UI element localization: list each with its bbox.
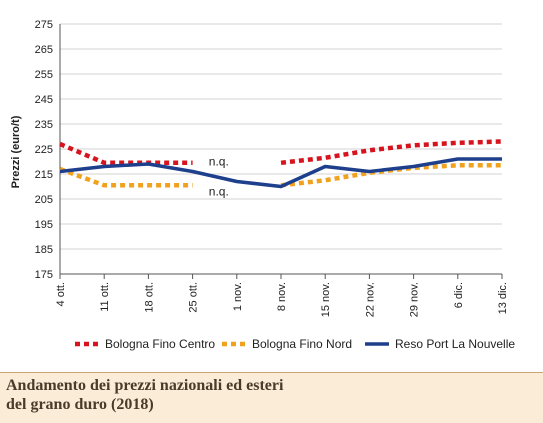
caption-line-2: del grano duro (2018) [6,396,154,413]
y-tick-label: 225 [35,144,53,156]
series-lines [59,139,503,189]
x-tick-label: 1 nov. [232,282,244,311]
x-tick-label: 8 nov. [276,282,288,311]
x-tick-label: 29 nov. [409,282,421,317]
gridlines [60,23,502,250]
line-chart: 175 185 195 205 215 225 235 245 255 265 275 4 ott.… [10,19,515,351]
y-tick-label: 215 [35,169,53,181]
legend-entry: Bologna Fino Nord [252,337,352,351]
y-tick-label: 195 [35,219,53,231]
x-tick-label: 22 nov. [364,282,376,317]
caption-line-1: Andamento dei prezzi nazionali ed esteri [6,377,284,394]
series-line-bologna-fino-centro [280,139,503,166]
x-tick-label: 11 ott. [99,282,111,312]
chart-caption: Andamento dei prezzi nazionali ed esteri… [0,372,543,423]
x-tick-labels: 4 ott. 11 ott. 18 ott. 25 ott. 1 nov. 8 nov. 1… [55,282,509,317]
annotation-label: n.q. [209,185,229,199]
y-axis-label: Prezzi (euro/t) [10,115,22,188]
y-tick-label: 275 [35,19,53,31]
y-tick-label: 265 [35,44,53,56]
series-line-bologna-fino-nord [59,166,193,188]
x-tick-label: 13 dic. [497,282,509,314]
y-tick-label: 245 [35,94,53,106]
y-tick-label: 185 [35,244,53,256]
legend-entry: Bologna Fino Centro [105,337,215,351]
y-tick-label: 205 [35,194,53,206]
x-tick-label: 4 ott. [55,282,67,306]
y-tick-label: 235 [35,119,53,131]
y-tick-label: 175 [35,269,53,281]
legend: Bologna Fino Centro Bologna Fino Nord Reso… [75,337,515,351]
x-tick-label: 25 ott. [188,282,200,313]
legend-entry: Reso Port La Nouvelle [395,337,515,351]
x-tick-label: 18 ott. [143,282,155,313]
annotation-label: n.q. [209,155,229,169]
y-tick-labels: 175 185 195 205 215 225 235 245 255 265 275 [35,19,53,281]
series-line-bologna-fino-centro [59,141,193,166]
series-line-reso-port-la-nouvelle [59,157,502,189]
x-tick-label: 6 dic. [453,282,465,308]
y-tick-label: 255 [35,69,53,81]
annotations: n.q. n.q. [209,155,229,199]
axes [59,24,503,279]
x-tick-label: 15 nov. [320,282,332,317]
